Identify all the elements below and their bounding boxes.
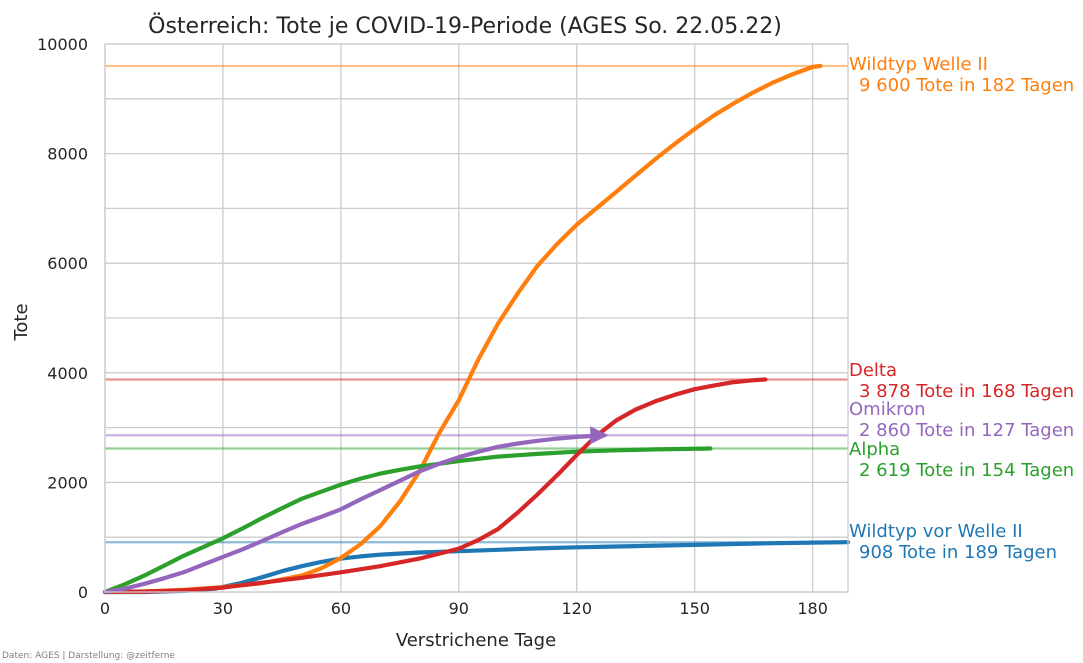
y-tick-label: 4000 — [47, 364, 88, 383]
omikron-arrowhead — [590, 426, 609, 445]
grid — [104, 43, 848, 593]
series-annotations: Wildtyp Welle II9 600 Tote in 182 Tagen D… — [849, 54, 1074, 563]
series-line-alpha — [102, 446, 713, 595]
reference-lines — [105, 64, 848, 544]
y-tick-label: 10000 — [37, 35, 88, 54]
tick-labels: 0 30 60 90 120 150 180 0 2000 4000 6000 8000 10000 — [37, 35, 828, 618]
y-tick-label: 2000 — [47, 473, 88, 492]
annotation-title-wildtyp_welle2: Wildtyp Welle II — [849, 54, 988, 75]
x-tick-label: 180 — [797, 599, 828, 618]
x-tick-label: 60 — [331, 599, 351, 618]
series-lines — [102, 63, 851, 595]
plot-border — [104, 43, 849, 593]
x-tick-label: 90 — [449, 599, 469, 618]
annotation-title-alpha: Alpha — [849, 439, 900, 460]
x-tick-label: 30 — [213, 599, 233, 618]
chart-title: Österreich: Tote je COVID-19-Periode (AG… — [148, 13, 782, 39]
series-line-wildtyp_vor — [102, 540, 851, 595]
annotation-detail-omikron: 2 860 Tote in 127 Tagen — [859, 420, 1074, 441]
annotation-detail-wildtyp_welle2: 9 600 Tote in 182 Tagen — [859, 75, 1074, 96]
series-line-omikron — [102, 433, 607, 595]
y-tick-label: 6000 — [47, 254, 88, 273]
x-tick-label: 120 — [561, 599, 592, 618]
x-axis-label: Verstrichene Tage — [396, 630, 556, 651]
x-tick-label: 0 — [100, 599, 110, 618]
annotation-title-wildtyp_vor: Wildtyp vor Welle II — [849, 521, 1023, 542]
y-tick-label: 0 — [78, 583, 88, 602]
annotation-title-delta: Delta — [849, 360, 897, 381]
plot-frame — [104, 43, 849, 593]
annotation-detail-alpha: 2 619 Tote in 154 Tagen — [859, 460, 1074, 481]
series-line-wildtyp_welle2 — [102, 63, 823, 595]
y-axis-label: Tote — [11, 303, 32, 341]
annotation-title-omikron: Omikron — [849, 399, 926, 420]
annotation-detail-wildtyp_vor: 908 Tote in 189 Tagen — [859, 542, 1057, 563]
credit-text: Daten: AGES | Darstellung: @zeitferne — [2, 651, 175, 661]
annotation-detail-delta: 3 878 Tote in 168 Tagen — [859, 381, 1074, 402]
series-line-delta — [102, 377, 768, 595]
x-tick-label: 150 — [679, 599, 710, 618]
y-tick-label: 8000 — [47, 145, 88, 164]
